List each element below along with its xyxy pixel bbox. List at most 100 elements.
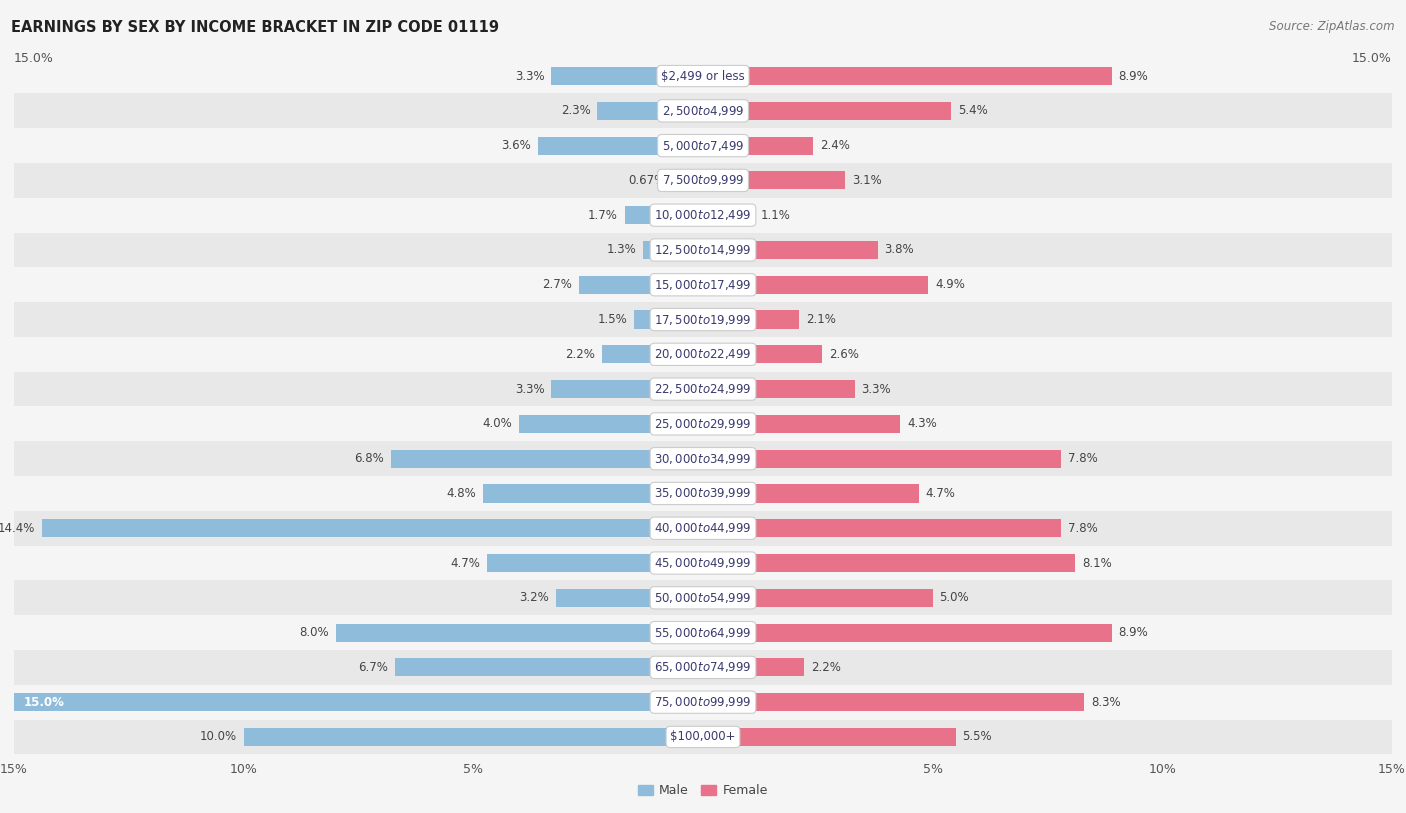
Text: 4.8%: 4.8%	[446, 487, 475, 500]
Bar	[0, 233, 1406, 267]
Text: $55,000 to $64,999: $55,000 to $64,999	[654, 625, 752, 640]
Text: $35,000 to $39,999: $35,000 to $39,999	[654, 486, 752, 501]
Bar	[703, 624, 1112, 641]
Text: 8.3%: 8.3%	[1091, 696, 1121, 709]
Text: $20,000 to $22,499: $20,000 to $22,499	[654, 347, 752, 361]
Text: 3.8%: 3.8%	[884, 243, 914, 256]
Text: 2.2%: 2.2%	[811, 661, 841, 674]
Bar	[0, 267, 1406, 302]
Legend: Male, Female: Male, Female	[633, 780, 773, 802]
Text: 2.6%: 2.6%	[830, 348, 859, 361]
Bar	[644, 241, 703, 259]
Bar	[703, 380, 855, 398]
Bar	[703, 485, 920, 502]
Bar	[0, 615, 1406, 650]
Bar	[0, 163, 1406, 198]
Text: 2.3%: 2.3%	[561, 104, 591, 117]
Text: 3.1%: 3.1%	[852, 174, 882, 187]
Text: 14.4%: 14.4%	[0, 522, 35, 535]
Text: $12,500 to $14,999: $12,500 to $14,999	[654, 243, 752, 257]
Bar	[0, 546, 1406, 580]
Bar	[624, 207, 703, 224]
Bar	[703, 241, 877, 259]
Text: 15.0%: 15.0%	[14, 52, 53, 65]
Bar	[0, 476, 1406, 511]
Bar	[703, 276, 928, 293]
Bar	[703, 67, 1112, 85]
Bar	[703, 137, 813, 154]
Text: 0.67%: 0.67%	[628, 174, 665, 187]
Text: 3.3%: 3.3%	[515, 70, 544, 83]
Bar	[703, 102, 950, 120]
Bar	[0, 372, 1406, 406]
Bar	[42, 520, 703, 537]
Text: 2.4%: 2.4%	[820, 139, 851, 152]
Bar	[703, 659, 804, 676]
Text: $22,500 to $24,999: $22,500 to $24,999	[654, 382, 752, 396]
Bar	[0, 720, 1406, 754]
Text: 15.0%: 15.0%	[24, 696, 65, 709]
Bar	[0, 511, 1406, 546]
Text: 3.3%: 3.3%	[862, 383, 891, 396]
Text: 3.2%: 3.2%	[519, 591, 550, 604]
Bar	[395, 659, 703, 676]
Text: 8.0%: 8.0%	[299, 626, 329, 639]
Text: $17,500 to $19,999: $17,500 to $19,999	[654, 312, 752, 327]
Text: 4.7%: 4.7%	[925, 487, 956, 500]
Text: 2.7%: 2.7%	[543, 278, 572, 291]
Bar	[672, 172, 703, 189]
Bar	[579, 276, 703, 293]
Text: $2,499 or less: $2,499 or less	[661, 70, 745, 83]
Text: $5,000 to $7,499: $5,000 to $7,499	[662, 138, 744, 153]
Bar	[0, 128, 1406, 163]
Text: 1.5%: 1.5%	[598, 313, 627, 326]
Text: $7,500 to $9,999: $7,500 to $9,999	[662, 173, 744, 188]
Bar	[0, 198, 1406, 233]
Bar	[703, 415, 900, 433]
Text: 5.4%: 5.4%	[957, 104, 987, 117]
Text: 4.0%: 4.0%	[482, 417, 512, 430]
Text: $2,500 to $4,999: $2,500 to $4,999	[662, 104, 744, 118]
Bar	[551, 380, 703, 398]
Bar	[486, 554, 703, 572]
Bar	[703, 520, 1062, 537]
Bar	[703, 693, 1084, 711]
Bar	[598, 102, 703, 120]
Text: $25,000 to $29,999: $25,000 to $29,999	[654, 417, 752, 431]
Bar	[0, 650, 1406, 685]
Text: 4.9%: 4.9%	[935, 278, 965, 291]
Bar	[0, 406, 1406, 441]
Text: $75,000 to $99,999: $75,000 to $99,999	[654, 695, 752, 709]
Text: $10,000 to $12,499: $10,000 to $12,499	[654, 208, 752, 222]
Text: 4.3%: 4.3%	[907, 417, 938, 430]
Text: Source: ZipAtlas.com: Source: ZipAtlas.com	[1270, 20, 1395, 33]
Bar	[243, 728, 703, 746]
Text: 3.3%: 3.3%	[515, 383, 544, 396]
Bar	[703, 207, 754, 224]
Bar	[703, 172, 845, 189]
Bar	[0, 441, 1406, 476]
Text: 6.8%: 6.8%	[354, 452, 384, 465]
Text: EARNINGS BY SEX BY INCOME BRACKET IN ZIP CODE 01119: EARNINGS BY SEX BY INCOME BRACKET IN ZIP…	[11, 20, 499, 35]
Text: 15.0%: 15.0%	[1353, 52, 1392, 65]
Text: $45,000 to $49,999: $45,000 to $49,999	[654, 556, 752, 570]
Text: 7.8%: 7.8%	[1069, 452, 1098, 465]
Bar	[0, 685, 1406, 720]
Text: 5.0%: 5.0%	[939, 591, 969, 604]
Bar	[0, 59, 1406, 93]
Text: 4.7%: 4.7%	[450, 557, 481, 570]
Bar	[703, 589, 932, 606]
Text: 10.0%: 10.0%	[200, 730, 236, 743]
Text: $100,000+: $100,000+	[671, 730, 735, 743]
Text: 2.1%: 2.1%	[807, 313, 837, 326]
Bar	[0, 580, 1406, 615]
Text: $50,000 to $54,999: $50,000 to $54,999	[654, 591, 752, 605]
Text: 5.5%: 5.5%	[963, 730, 993, 743]
Bar	[551, 67, 703, 85]
Bar	[703, 728, 956, 746]
Bar	[391, 450, 703, 467]
Text: 8.1%: 8.1%	[1083, 557, 1112, 570]
Bar	[703, 554, 1076, 572]
Bar	[482, 485, 703, 502]
Text: 1.3%: 1.3%	[606, 243, 637, 256]
